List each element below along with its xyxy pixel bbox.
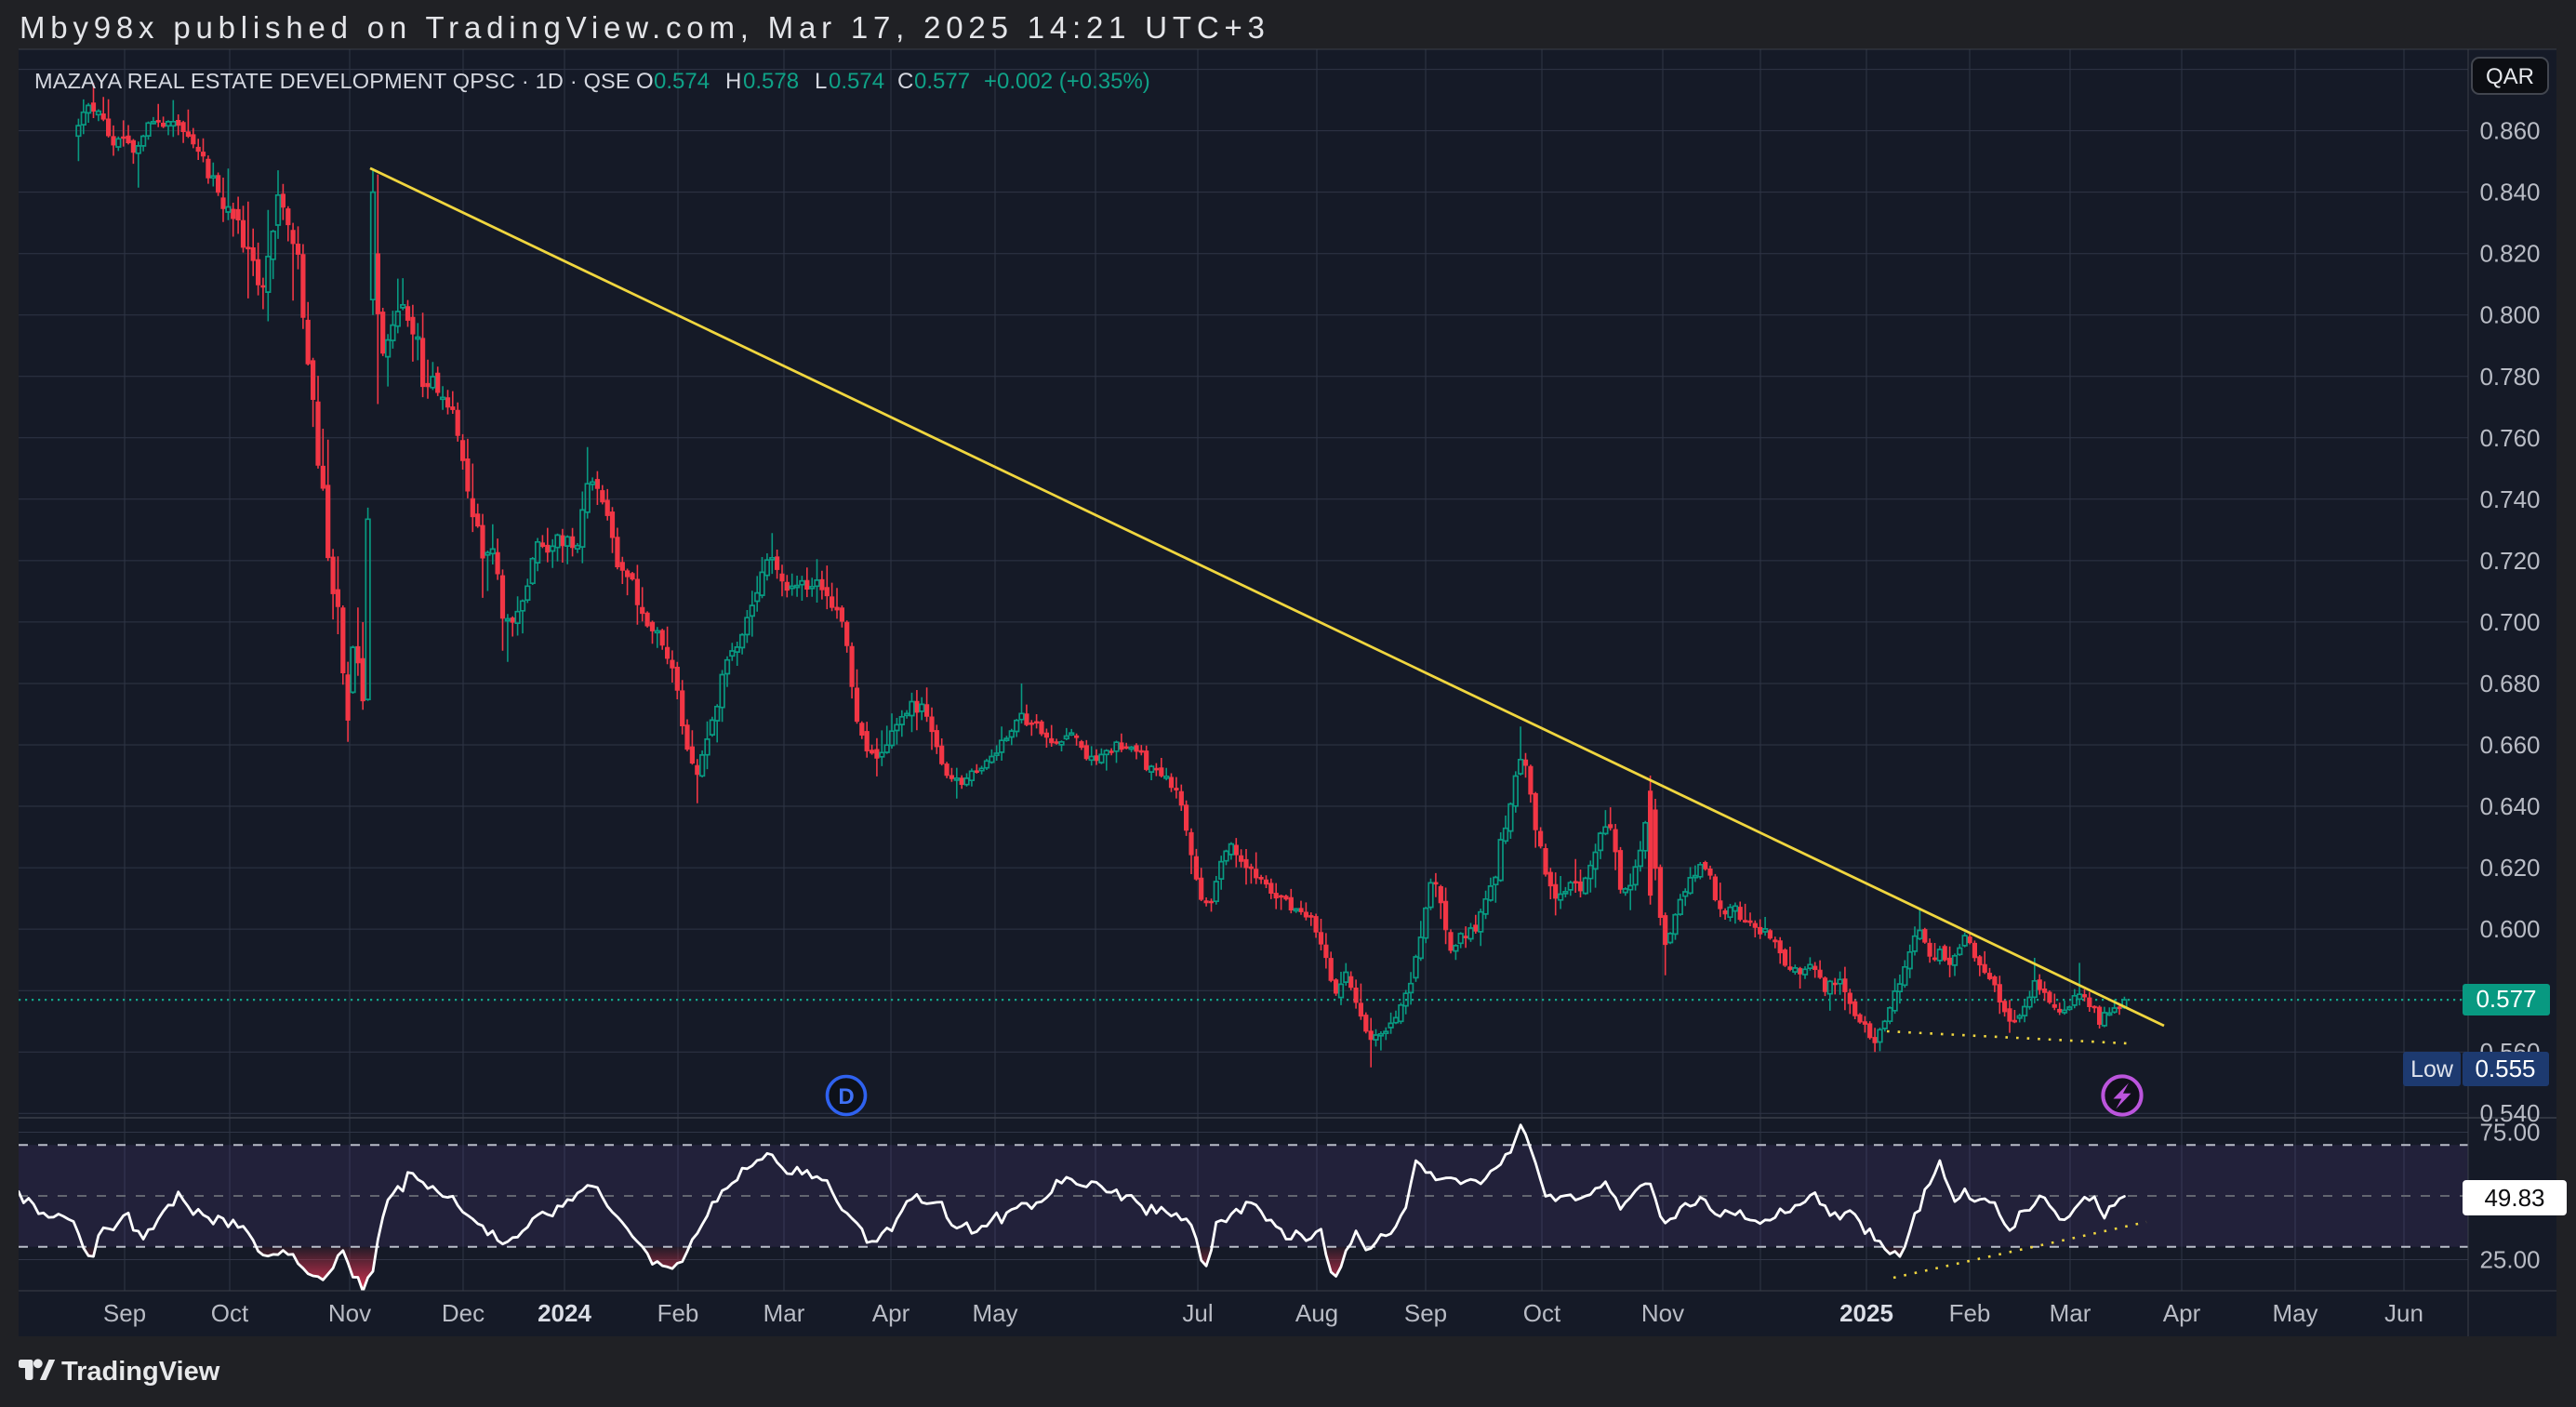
svg-text:49.83: 49.83 xyxy=(2484,1184,2544,1212)
svg-text:0.680: 0.680 xyxy=(2479,670,2540,697)
svg-text:Mar: Mar xyxy=(2050,1299,2091,1327)
svg-text:0.540: 0.540 xyxy=(2479,1099,2540,1127)
svg-text:Feb: Feb xyxy=(1949,1299,1991,1327)
svg-text:Nov: Nov xyxy=(328,1299,371,1327)
svg-text:D: D xyxy=(838,1084,854,1109)
svg-text:QAR: QAR xyxy=(2486,64,2534,89)
svg-text:+0.002 (+0.35%): +0.002 (+0.35%) xyxy=(984,69,1150,94)
svg-text:0.800: 0.800 xyxy=(2479,301,2540,329)
svg-text:Sep: Sep xyxy=(103,1299,146,1327)
svg-text:Mar: Mar xyxy=(764,1299,805,1327)
svg-text:Nov: Nov xyxy=(1641,1299,1684,1327)
svg-text:0.720: 0.720 xyxy=(2479,547,2540,575)
svg-text:2024: 2024 xyxy=(538,1299,591,1327)
svg-text:0.577: 0.577 xyxy=(914,69,970,94)
svg-text:Oct: Oct xyxy=(1523,1299,1561,1327)
svg-text:Low: Low xyxy=(2410,1056,2454,1082)
svg-text:0.600: 0.600 xyxy=(2479,915,2540,943)
svg-text:Jun: Jun xyxy=(2384,1299,2423,1327)
svg-text:H: H xyxy=(725,69,741,94)
svg-text:2025: 2025 xyxy=(1839,1299,1893,1327)
svg-text:May: May xyxy=(972,1299,1017,1327)
svg-text:May: May xyxy=(2272,1299,2317,1327)
svg-text:0.578: 0.578 xyxy=(743,69,799,94)
svg-text:Aug: Aug xyxy=(1295,1299,1338,1327)
svg-text:Apr: Apr xyxy=(2163,1299,2201,1327)
svg-text:Apr: Apr xyxy=(872,1299,910,1327)
svg-text:0.740: 0.740 xyxy=(2479,485,2540,513)
svg-text:0.555: 0.555 xyxy=(2475,1055,2535,1082)
svg-text:MAZAYA REAL ESTATE DEVELOPMENT: MAZAYA REAL ESTATE DEVELOPMENT QPSC · 1D… xyxy=(34,69,631,93)
svg-text:O: O xyxy=(636,69,654,94)
svg-text:Mby98x published on TradingVie: Mby98x published on TradingView.com, Mar… xyxy=(20,10,1270,45)
svg-text:Feb: Feb xyxy=(657,1299,699,1327)
svg-text:25.00: 25.00 xyxy=(2479,1246,2540,1274)
svg-text:0.574: 0.574 xyxy=(654,69,710,94)
svg-text:0.700: 0.700 xyxy=(2479,608,2540,636)
svg-text:0.620: 0.620 xyxy=(2479,854,2540,882)
svg-text:0.760: 0.760 xyxy=(2479,424,2540,452)
svg-text:0.660: 0.660 xyxy=(2479,731,2540,759)
svg-text:TradingView: TradingView xyxy=(61,1357,220,1387)
svg-text:0.820: 0.820 xyxy=(2479,240,2540,268)
svg-text:L: L xyxy=(815,69,827,94)
svg-text:0.840: 0.840 xyxy=(2479,179,2540,206)
svg-text:Sep: Sep xyxy=(1404,1299,1447,1327)
svg-text:0.780: 0.780 xyxy=(2479,363,2540,391)
svg-text:Oct: Oct xyxy=(211,1299,249,1327)
svg-text:Dec: Dec xyxy=(442,1299,485,1327)
svg-text:0.574: 0.574 xyxy=(829,69,884,94)
svg-text:0.860: 0.860 xyxy=(2479,117,2540,145)
svg-text:C: C xyxy=(897,69,913,94)
svg-text:75.00: 75.00 xyxy=(2479,1119,2540,1147)
svg-text:Jul: Jul xyxy=(1182,1299,1213,1327)
svg-text:0.577: 0.577 xyxy=(2476,985,2536,1013)
svg-text:0.640: 0.640 xyxy=(2479,792,2540,820)
